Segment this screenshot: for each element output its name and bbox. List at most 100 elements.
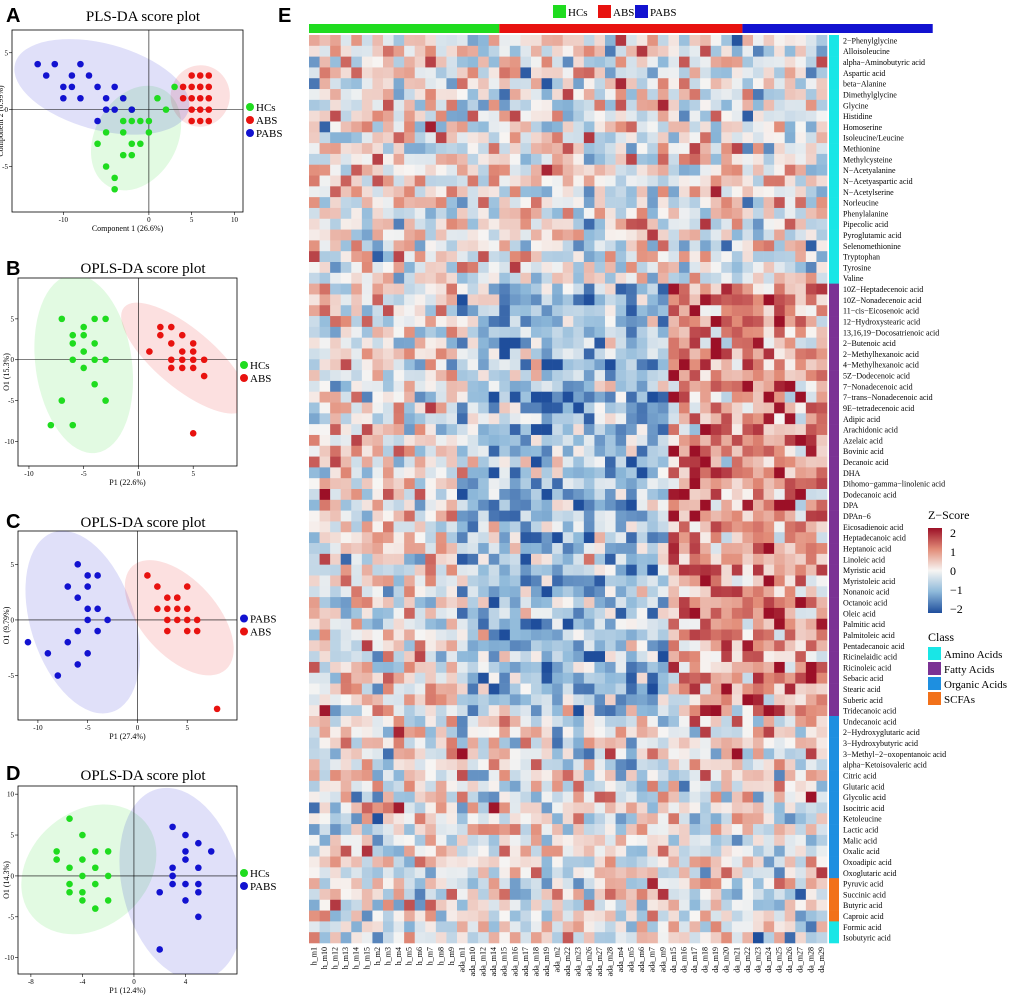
heatmap-cell: [795, 780, 807, 792]
heatmap-cell: [531, 186, 542, 198]
heatmap-cell: [393, 521, 405, 533]
heatmap-cell: [351, 932, 363, 944]
heatmap-cell: [467, 294, 479, 306]
heatmap-cell: [499, 607, 511, 620]
heatmap-cell: [594, 888, 606, 901]
heatmap-cell: [467, 888, 479, 901]
heatmap-cell: [383, 67, 394, 79]
data-point-PABS: [77, 94, 84, 102]
heatmap-cell: [372, 607, 384, 620]
column-label: h_m2: [373, 947, 382, 965]
heatmap-cell: [340, 402, 352, 414]
heatmap-cell: [361, 597, 373, 609]
heatmap-cell: [583, 110, 595, 122]
heatmap-cell: [467, 326, 479, 338]
heatmap-cell: [731, 856, 743, 868]
heatmap-cell: [573, 640, 585, 652]
heatmap-cell: [710, 910, 722, 922]
heatmap-cell: [457, 640, 468, 652]
heatmap-cell: [393, 434, 405, 447]
heatmap-cell: [583, 67, 595, 79]
heatmap-cell: [647, 207, 659, 220]
heatmap-cell: [731, 272, 743, 284]
heatmap-cell: [774, 262, 786, 274]
heatmap-cell: [552, 316, 564, 328]
heatmap-cell: [478, 726, 490, 738]
heatmap-cell: [541, 672, 553, 684]
heatmap-cell: [541, 164, 553, 176]
data-point-ABS: [189, 364, 197, 372]
data-point-PABS: [156, 946, 164, 953]
heatmap-cell: [753, 391, 764, 403]
heatmap-cell: [520, 218, 532, 230]
heatmap-cell: [795, 197, 807, 209]
heatmap-cell: [404, 186, 416, 198]
heatmap-cell: [309, 683, 320, 695]
heatmap-cell: [710, 597, 722, 609]
heatmap-cell: [657, 910, 669, 922]
heatmap-cell: [425, 532, 437, 544]
heatmap-cell: [351, 748, 363, 760]
heatmap-cell: [372, 629, 384, 641]
heatmap-cell: [330, 153, 342, 166]
heatmap-cell: [594, 132, 606, 144]
heatmap-cell: [573, 337, 585, 349]
heatmap-cell: [784, 564, 796, 576]
heatmap-cell: [414, 597, 426, 609]
heatmap-cell: [351, 175, 363, 187]
heatmap-cell: [689, 597, 701, 609]
heatmap-cell: [679, 748, 690, 760]
heatmap-cell: [340, 640, 352, 652]
heatmap-cell: [520, 521, 532, 533]
heatmap-cell: [340, 305, 352, 317]
heatmap-cell: [499, 294, 511, 306]
heatmap-cell: [657, 35, 669, 47]
heatmap-cell: [636, 521, 648, 533]
heatmap-cell: [594, 737, 606, 749]
heatmap-cell: [742, 197, 754, 209]
heatmap-cell: [351, 597, 363, 609]
heatmap-cell: [457, 153, 468, 166]
heatmap-cell: [425, 770, 437, 782]
heatmap-cell: [404, 456, 416, 468]
heatmap-cell: [393, 337, 405, 349]
heatmap-cell: [361, 186, 373, 198]
heatmap-cell: [647, 640, 659, 652]
data-point-ABS: [205, 72, 213, 79]
heatmap-cell: [615, 413, 627, 425]
heatmap-cell: [784, 186, 796, 198]
heatmap-cell: [805, 186, 817, 198]
heatmap-cell: [531, 607, 542, 620]
heatmap-cell: [710, 932, 722, 944]
heatmap-cell: [488, 110, 500, 122]
heatmap-cell: [361, 45, 373, 57]
heatmap-cell: [784, 726, 796, 738]
heatmap-cell: [330, 521, 342, 533]
heatmap-cell: [700, 56, 712, 68]
heatmap-cell: [541, 337, 553, 349]
heatmap-cell: [361, 921, 373, 933]
heatmap-cell: [383, 229, 394, 241]
heatmap-cell: [583, 726, 595, 738]
data-point-PABS: [182, 848, 189, 855]
heatmap-cell: [499, 597, 511, 609]
heatmap-cell: [351, 186, 363, 198]
heatmap-cell: [816, 910, 828, 922]
heatmap-cell: [351, 802, 363, 814]
heatmap-cell: [594, 359, 606, 371]
data-point-PABS: [84, 583, 91, 590]
heatmap-cell: [552, 553, 564, 565]
row-label: Myristoleic acid: [843, 577, 895, 586]
heatmap-cell: [742, 726, 754, 738]
heatmap-cell: [562, 705, 574, 717]
heatmap-cell: [668, 45, 680, 57]
heatmap-cell: [478, 672, 490, 684]
heatmap-cell: [414, 575, 426, 587]
class-bar-cell: [829, 251, 839, 263]
heatmap-cell: [562, 391, 574, 403]
heatmap-cell: [636, 845, 648, 857]
heatmap-cell: [657, 110, 669, 122]
column-label: da_m18: [701, 947, 710, 973]
heatmap-cell: [647, 143, 659, 155]
heatmap-cell: [435, 45, 447, 57]
